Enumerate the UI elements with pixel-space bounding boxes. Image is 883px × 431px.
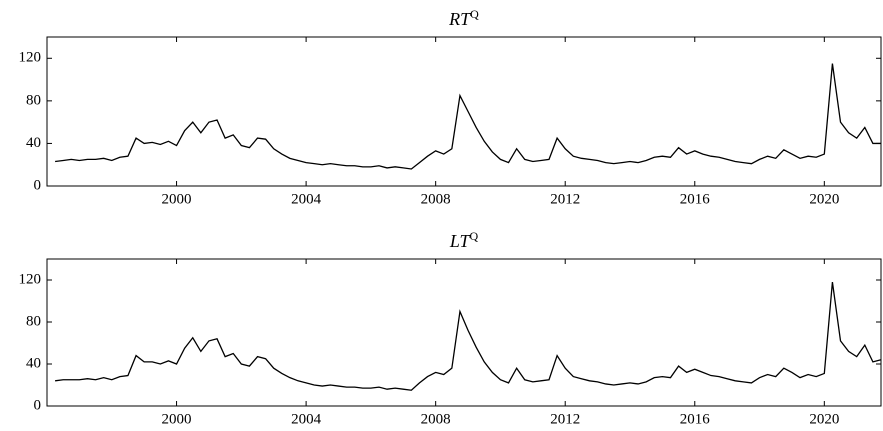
x-tick-label: 2004 xyxy=(291,191,322,207)
title-sup: Q xyxy=(470,229,479,243)
x-tick-label: 2016 xyxy=(680,411,711,427)
title-main: RT xyxy=(448,9,472,29)
chart-title: LTQ xyxy=(449,229,479,251)
y-tick-label: 0 xyxy=(34,397,42,413)
y-tick-label: 80 xyxy=(26,92,41,108)
plot-frame xyxy=(46,258,882,407)
x-tick-label: 2012 xyxy=(550,411,580,427)
series-line xyxy=(55,282,882,391)
y-tick-label: 80 xyxy=(26,313,41,329)
x-tick-label: 2016 xyxy=(680,191,711,207)
x-tick-label: 2000 xyxy=(162,411,192,427)
y-tick-label: 0 xyxy=(34,177,42,193)
title-sup: Q xyxy=(470,7,479,21)
y-tick-label: 120 xyxy=(19,271,42,287)
y-tick-label: 120 xyxy=(19,50,42,66)
x-tick-label: 2004 xyxy=(291,411,322,427)
x-tick-label: 2020 xyxy=(809,411,839,427)
x-tick-label: 2012 xyxy=(550,191,580,207)
x-tick-label: 2008 xyxy=(421,411,451,427)
title-main: LT xyxy=(449,231,472,251)
y-tick-label: 40 xyxy=(26,135,41,151)
chart-title: RTQ xyxy=(448,7,479,29)
y-tick-label: 40 xyxy=(26,355,41,371)
series-line xyxy=(55,63,881,170)
x-tick-label: 2000 xyxy=(162,191,192,207)
x-tick-label: 2020 xyxy=(809,191,839,207)
x-tick-label: 2008 xyxy=(421,191,451,207)
plot-frame xyxy=(46,36,882,187)
